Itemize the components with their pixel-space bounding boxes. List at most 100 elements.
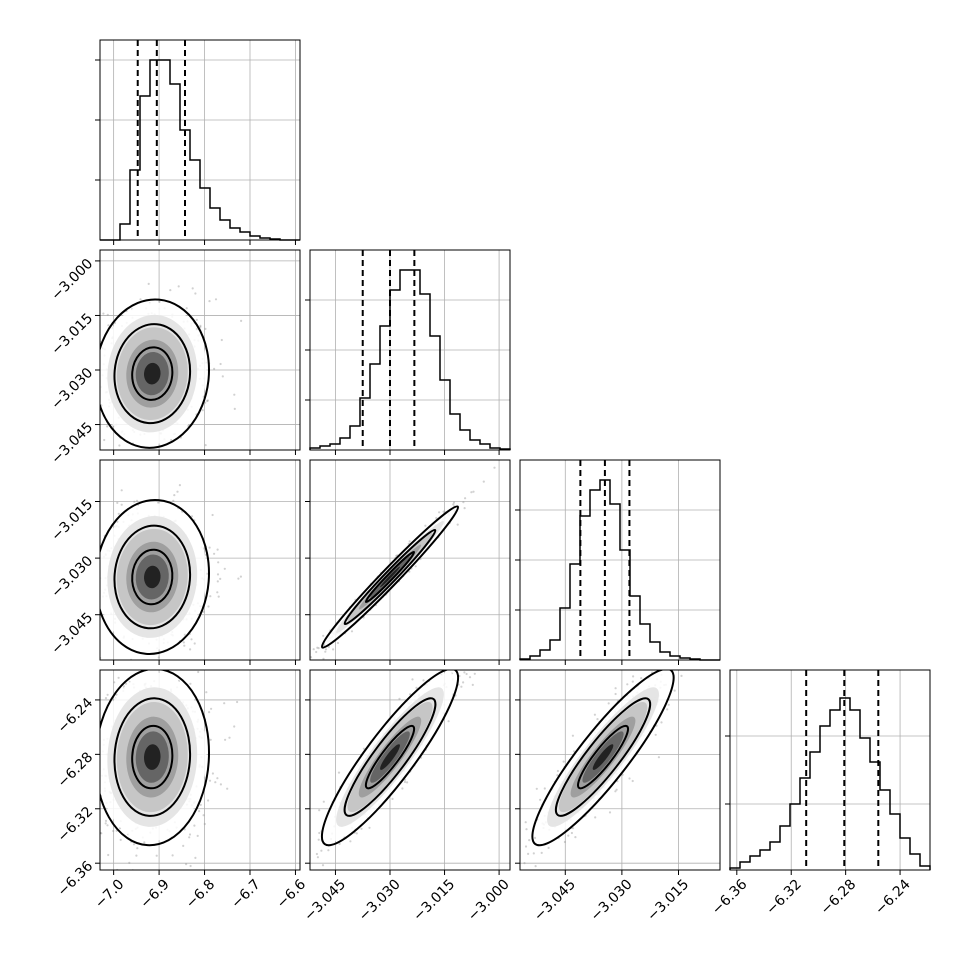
sample-point [442,510,445,513]
sample-point [594,816,597,819]
sample-point [362,747,365,750]
density [82,665,239,870]
sample-point [96,542,98,544]
sample-point [534,865,537,868]
sample-point [82,539,84,541]
sample-point [102,312,105,315]
sample-point [79,587,81,589]
sample-point [614,692,617,696]
x-tick-label-1-1: −3.030 [356,876,404,924]
sample-point [673,689,676,692]
sample-point [82,796,84,798]
sample-point [318,831,321,835]
sample-point [517,848,519,850]
sample-point [133,665,135,667]
sample-point [106,824,109,827]
x-tick-label-1-3: −3.000 [465,876,513,924]
panel-frame [519,669,721,871]
sample-point [336,641,340,645]
scatter-panel-2-1 [305,459,511,665]
sample-point [556,774,559,777]
x-tick-label-0-3: −6.7 [228,876,263,911]
sample-point [462,681,465,684]
sample-point [214,781,217,784]
sample-point [120,503,123,506]
sample-point [158,300,161,303]
sample-point [70,592,72,594]
sample-point [96,735,98,737]
sample-point [528,839,531,842]
sample-point [463,663,465,665]
sample-point [337,771,341,774]
sample-point [95,581,97,583]
sample-point [317,647,320,650]
x-tick-label-3-2: −6.28 [818,876,860,918]
contour-2 [576,724,630,790]
sample-point [332,648,335,651]
sample-point [457,667,459,669]
sample-point [188,833,192,836]
histogram-1 [309,269,511,450]
sample-point [206,399,209,403]
sample-point [191,287,194,290]
sample-point [327,645,330,649]
x-tick-label-1-0: −3.045 [301,876,349,924]
sample-point [106,313,109,316]
sample-point [408,570,411,573]
x-tick-label-2-1: −3.030 [588,876,636,924]
sample-point [213,367,216,370]
sample-point [176,490,179,493]
sample-point [128,861,131,865]
sample-point [94,610,96,612]
sample-point [189,864,192,868]
panel-frame [309,669,511,871]
density-level-5 [592,744,614,770]
sample-point [208,779,212,782]
density-level-5 [380,566,400,588]
sample-point [96,524,98,526]
sample-point [100,832,103,835]
sample-point [237,577,240,580]
sample-point [74,589,76,591]
hist-panel-1 [305,249,511,455]
sample-point [116,501,119,504]
sample-point [360,827,363,830]
sample-point [173,494,176,497]
contour-1 [343,528,437,626]
sample-point [185,863,188,866]
sample-point [415,686,418,690]
sample-point [447,720,450,723]
sample-point [615,788,618,791]
x-tick-label-0-1: −6.9 [137,876,172,911]
sample-point [107,324,110,327]
sample-point [214,298,218,301]
sample-point [240,319,243,322]
sample-point [198,810,201,813]
sample-point [194,856,197,860]
sample-point [524,821,527,824]
sample-point [236,700,239,704]
sample-point [82,598,84,600]
sample-point [96,745,98,747]
sample-point [112,829,115,833]
sample-point [189,682,192,685]
sample-point [202,814,205,817]
sample-point [368,826,371,829]
sample-point [406,781,409,784]
sample-point [204,553,207,556]
contour-1 [113,524,192,630]
sample-point [508,876,510,878]
sample-point [470,491,473,494]
sample-point [129,456,131,458]
contour-1 [343,697,437,817]
sample-point [512,839,514,841]
y-tick-label-3-0: −6.36 [55,858,97,900]
y-tick-label-1-2: −3.015 [48,310,96,358]
sample-point [171,854,174,857]
panel-frame [309,249,511,451]
y-tick-label-3-1: −6.32 [55,804,97,846]
sample-point [607,702,610,705]
sample-point [682,662,684,664]
sample-point [199,803,202,807]
